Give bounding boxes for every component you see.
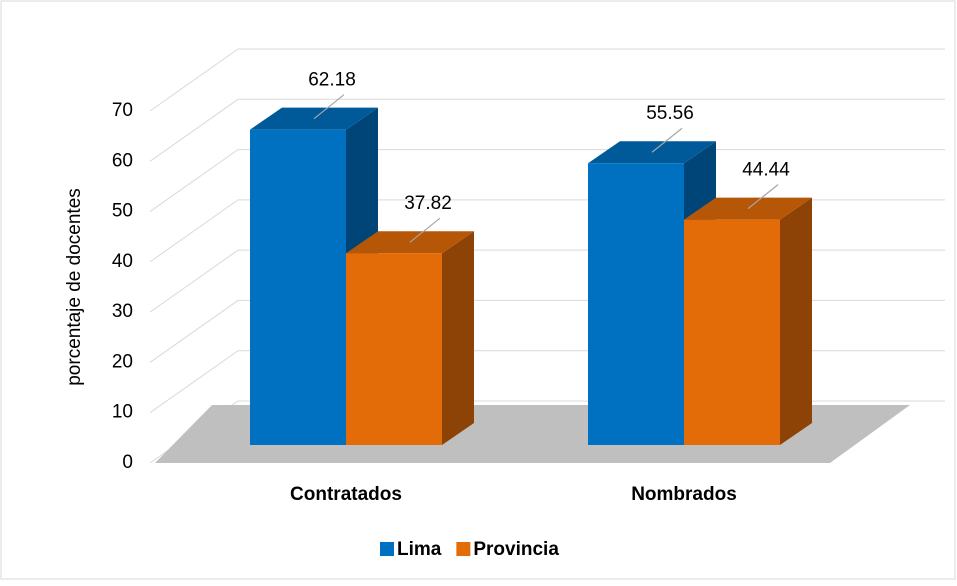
legend-label: Lima	[397, 539, 442, 560]
bar-side	[442, 231, 474, 445]
bar	[250, 129, 346, 445]
y-tick-label: 70	[112, 100, 133, 121]
legend-swatch	[380, 542, 394, 556]
data-label: 37.82	[404, 193, 452, 214]
y-tick-label: 30	[112, 301, 133, 322]
bar	[588, 163, 684, 445]
y-tick-label: 0	[122, 452, 133, 473]
leader-line	[651, 127, 683, 153]
y-tick-label: 60	[112, 150, 133, 171]
legend-label: Provincia	[473, 539, 559, 560]
data-label: 62.18	[308, 70, 356, 91]
y-axis-label: porcentaje de docentes	[64, 188, 85, 386]
grid-line	[149, 48, 945, 112]
y-tick-label: 50	[112, 201, 133, 222]
legend-swatch	[456, 542, 471, 556]
data-label: 44.44	[742, 160, 790, 181]
leader-line	[747, 184, 779, 210]
y-tick-label: 20	[112, 351, 133, 372]
data-label: 55.56	[646, 103, 694, 124]
x-tick-label: Contratados	[290, 484, 402, 505]
x-tick-label: Nombrados	[631, 484, 737, 505]
y-tick-label: 10	[112, 402, 133, 423]
bar-side	[780, 197, 812, 445]
bar	[684, 219, 780, 445]
grid-line	[149, 98, 945, 162]
leader-line	[313, 94, 345, 120]
bar	[346, 253, 442, 445]
leader-line	[409, 217, 441, 243]
y-tick-label: 40	[112, 251, 133, 272]
